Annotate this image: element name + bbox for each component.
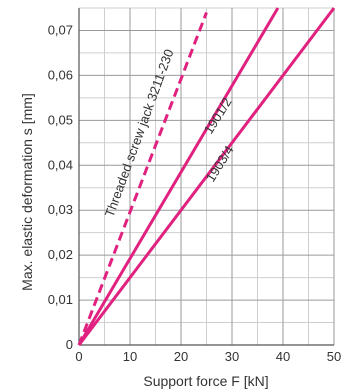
y-tick-label: 0,02 bbox=[48, 247, 73, 262]
y-tick-label: 0 bbox=[66, 337, 73, 352]
x-tick-label: 20 bbox=[174, 349, 188, 364]
y-tick-label: 0,04 bbox=[48, 157, 73, 172]
y-tick-label: 0,03 bbox=[48, 202, 73, 217]
series-label-1901-2: 1901/2 bbox=[201, 95, 235, 137]
series-line-1901-2 bbox=[77, 7, 280, 346]
axes bbox=[78, 8, 334, 346]
y-tick-labels: 0 0,01 0,02 0,03 0,04 0,05 0,06 0,07 bbox=[48, 22, 73, 352]
series-line-1903-4 bbox=[77, 7, 336, 346]
y-tick-label: 0,01 bbox=[48, 292, 73, 307]
x-tick-label: 30 bbox=[225, 349, 239, 364]
x-axis-label: Support force F [kN] bbox=[143, 373, 268, 389]
y-tick-label: 0,06 bbox=[48, 67, 73, 82]
x-tick-label: 50 bbox=[327, 349, 341, 364]
y-tick-label: 0,07 bbox=[48, 22, 73, 37]
series-lines bbox=[77, 7, 336, 346]
series-line-threaded-screw-jack-3211-230 bbox=[77, 11, 208, 346]
x-tick-label: 40 bbox=[276, 349, 290, 364]
y-tick-label: 0,05 bbox=[48, 112, 73, 127]
minor-grid bbox=[79, 7, 334, 345]
series-label-threaded-screw-jack: Threaded screw jack 3211-230 bbox=[102, 47, 177, 219]
x-tick-label: 10 bbox=[123, 349, 137, 364]
x-tick-labels: 0 10 20 30 40 50 bbox=[75, 349, 341, 364]
x-tick-label: 0 bbox=[75, 349, 82, 364]
y-axis-label: Max. elastic deformation s [mm] bbox=[19, 93, 35, 291]
